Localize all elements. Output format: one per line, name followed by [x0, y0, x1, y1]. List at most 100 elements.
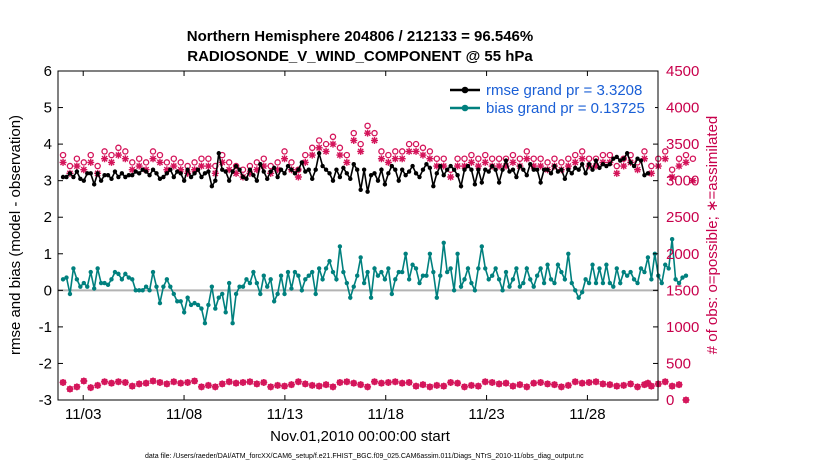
rmse-point: [348, 176, 353, 182]
x-axis-label: Nov.01,2010 00:00:00 start: [270, 428, 451, 445]
obs-assimilated-marker: [107, 158, 115, 166]
rmse-point: [635, 156, 640, 161]
rmse-point: [310, 176, 315, 182]
bias-point: [604, 262, 609, 267]
bias-point: [95, 266, 100, 271]
rmse-point: [150, 167, 156, 172]
obs-assimilated-marker: [613, 382, 621, 390]
rmse-point: [119, 171, 125, 176]
obs-possible-marker: [135, 155, 143, 162]
rmse-point: [555, 169, 561, 174]
obs-assimilated-marker: [481, 378, 489, 386]
obs-assimilated-marker: [668, 173, 676, 181]
x-tick-label: 11/28: [569, 406, 605, 423]
bias-point: [181, 310, 187, 315]
obs-assimilated-marker: [128, 166, 136, 174]
obs-possible-marker: [163, 159, 171, 166]
obs-assimilated-marker: [689, 177, 697, 185]
rmse-point: [618, 158, 623, 163]
rmse-point: [334, 167, 339, 172]
rmse-point: [448, 163, 453, 169]
bias-point: [590, 262, 595, 267]
rmse-point: [327, 171, 332, 176]
rmse-point: [206, 169, 211, 174]
obs-assimilated-marker: [481, 158, 489, 166]
obs-possible-marker: [565, 155, 572, 162]
obs-assimilated-marker: [495, 380, 503, 388]
bias-point: [510, 277, 516, 282]
bias-point: [344, 280, 350, 286]
bias-point: [514, 266, 519, 271]
bias-point: [64, 275, 69, 280]
bias-point: [434, 295, 440, 300]
obs-assimilated-marker: [114, 378, 122, 386]
obs-assimilated-marker: [405, 378, 413, 386]
obs-assimilated-marker: [101, 155, 109, 163]
obs-assimilated-marker: [329, 140, 337, 148]
bias-point: [303, 277, 308, 282]
bias-point: [576, 295, 581, 300]
rmse-point: [275, 174, 280, 180]
rmse-point: [403, 172, 408, 178]
bias-point: [676, 280, 682, 286]
rmse-point: [576, 167, 581, 172]
obs-possible-marker: [461, 155, 468, 162]
obs-assimilated-marker: [260, 378, 268, 386]
obs-assimilated-marker: [350, 136, 358, 144]
obs-possible-marker: [412, 140, 420, 148]
bias-point: [479, 244, 484, 249]
obs-possible-marker: [149, 148, 157, 155]
obs-assimilated-marker: [644, 379, 652, 387]
rmse-point: [586, 162, 592, 167]
legend-rmse-marker: [461, 86, 469, 94]
rmse-point: [258, 162, 263, 167]
obs-assimilated-marker: [433, 162, 441, 170]
bias-point: [476, 266, 481, 271]
bias-point: [683, 273, 689, 278]
obs-assimilated-marker: [509, 158, 517, 166]
bias-point: [427, 251, 433, 256]
y-right-tick-label: 3500: [666, 136, 699, 153]
rmse-point: [399, 167, 405, 172]
bias-point: [566, 251, 571, 256]
obs-possible-marker: [94, 162, 101, 170]
obs-possible-marker: [454, 155, 461, 162]
bias-point: [313, 291, 318, 297]
obs-assimilated-marker: [460, 383, 468, 391]
bias-point: [85, 284, 90, 289]
bias-point: [327, 258, 332, 264]
obs-assimilated-marker: [578, 379, 586, 387]
rmse-point: [444, 167, 450, 172]
rmse-series-group: [60, 151, 651, 194]
bias-point: [74, 277, 80, 282]
obs-assimilated-marker: [73, 383, 81, 391]
bias-point: [334, 277, 339, 282]
bias-point: [555, 262, 561, 267]
rmse-point: [341, 165, 346, 171]
chart-title-line2: RADIOSONDE_V_WIND_COMPONENT @ 55 hPa: [187, 48, 533, 65]
bias-series-group: [60, 236, 689, 326]
bias-point: [275, 291, 280, 297]
rmse-point: [465, 163, 471, 169]
obs-assimilated-marker: [585, 378, 593, 386]
rmse-point: [316, 151, 322, 156]
bias-point: [628, 269, 633, 275]
obs-assimilated-marker: [232, 379, 240, 387]
rmse-point: [85, 171, 90, 176]
rmse-point: [209, 183, 215, 189]
bias-point: [119, 277, 125, 282]
rmse-point: [78, 176, 83, 182]
obs-possible-marker: [419, 144, 427, 152]
bias-point: [528, 277, 533, 282]
obs-possible-marker: [122, 148, 129, 155]
chart-title-line1: Northern Hemisphere 204806 / 212133 = 96…: [187, 28, 533, 45]
rmse-point: [417, 174, 422, 180]
rmse-point: [379, 167, 384, 172]
rmse-point: [631, 163, 637, 169]
rmse-point: [573, 165, 578, 171]
rmse-point: [136, 171, 142, 176]
rmse-point: [344, 171, 350, 176]
bias-point: [175, 299, 180, 304]
obs-possible-marker: [80, 159, 88, 166]
rmse-point: [521, 167, 526, 172]
